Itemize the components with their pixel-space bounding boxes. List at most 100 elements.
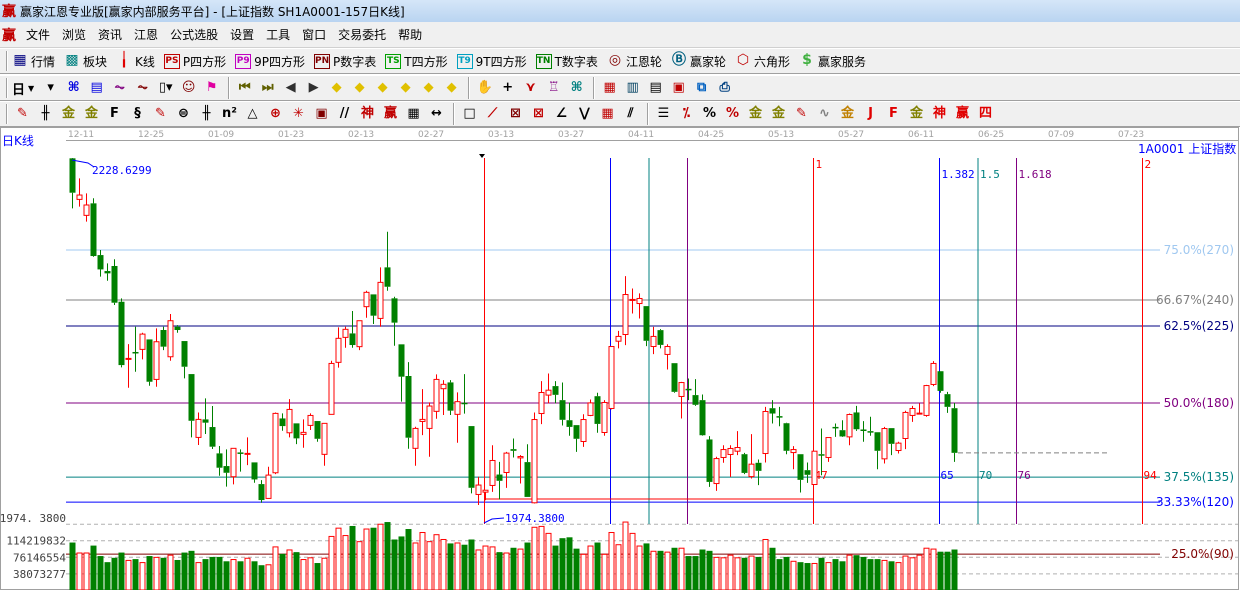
spiral-icon[interactable]: § xyxy=(134,106,141,121)
prev-icon[interactable]: ◀ xyxy=(285,80,296,95)
toolbar-button[interactable]: ▩ 板块 xyxy=(64,53,107,70)
gold-red-icon[interactable]: 金 xyxy=(840,106,854,121)
move-right-icon[interactable]: ◆ xyxy=(354,80,365,95)
toolbar-grip[interactable] xyxy=(6,104,8,124)
four-fan-icon[interactable]: 四 xyxy=(978,106,992,121)
ying-icon[interactable]: 赢 xyxy=(383,106,397,121)
toolbar-button[interactable]: ╽ K线 xyxy=(116,53,155,70)
angle-icon[interactable]: ∠ xyxy=(555,106,568,121)
grid-lines-icon[interactable]: ╫ xyxy=(41,106,50,121)
ying-fan-icon[interactable]: 赢 xyxy=(955,106,969,121)
percent-icon[interactable]: % xyxy=(702,106,717,121)
flag-icon[interactable]: ⚑ xyxy=(205,80,218,95)
candle-select-icon[interactable]: ▯▾ xyxy=(158,80,173,95)
toolbar-grip[interactable] xyxy=(6,78,8,98)
toolbar-button[interactable]: Ⓑ 赢家轮 xyxy=(671,53,726,70)
pen-icon[interactable]: ✎ xyxy=(17,106,28,121)
chart-3-icon[interactable]: ⏦ xyxy=(114,80,125,95)
menu-logo-icon[interactable]: 赢 xyxy=(2,27,16,44)
sine-icon[interactable]: ∿ xyxy=(819,106,830,121)
menu-item[interactable]: 交易委托 xyxy=(338,28,387,42)
toolbar-button[interactable]: PN P数字表 xyxy=(314,53,376,70)
menu-item[interactable]: 资讯 xyxy=(98,28,123,42)
expand-h-icon[interactable]: ◆ xyxy=(377,80,388,95)
menu-item[interactable]: 文件 xyxy=(26,28,51,42)
menu-item[interactable]: 工具 xyxy=(266,28,291,42)
fib-icon[interactable]: F xyxy=(110,106,119,121)
table-lines-icon[interactable]: ☰ xyxy=(657,106,670,121)
move-left-icon[interactable]: ◆ xyxy=(331,80,342,95)
width-icon[interactable]: ↔ xyxy=(431,106,442,121)
menu-item[interactable]: 公式选股 xyxy=(170,28,219,42)
face-icon[interactable]: ☺ xyxy=(181,80,196,95)
gold-lines-icon[interactable]: 金 xyxy=(771,106,785,121)
toolbar-button[interactable]: TS T四方形 xyxy=(385,53,448,70)
menu-item[interactable]: 设置 xyxy=(230,28,255,42)
first-icon[interactable]: ⏮ xyxy=(238,80,251,95)
shrink-icon[interactable]: ◆ xyxy=(400,80,411,95)
calendar-icon[interactable]: ▦ xyxy=(603,80,616,95)
toolbar-button[interactable]: PS P四方形 xyxy=(163,53,226,70)
n2-icon[interactable]: n² xyxy=(222,106,237,121)
gann-square-icon[interactable]: ⊠ xyxy=(533,106,544,121)
gold-fan-icon[interactable]: 金 xyxy=(909,106,923,121)
percent-line-icon[interactable]: ⁒ xyxy=(682,106,691,121)
toolbar-button[interactable]: P9 9P四方形 xyxy=(235,53,305,70)
square-target-icon[interactable]: ▣ xyxy=(315,106,328,121)
gann-box-icon[interactable]: ⊠ xyxy=(510,106,521,121)
gold-ratio-2-icon[interactable]: 金 xyxy=(84,106,98,121)
pattern-icon[interactable]: ⌘ xyxy=(570,80,583,95)
document-icon[interactable]: ▤ xyxy=(649,80,662,95)
calculator-icon[interactable]: ▥ xyxy=(626,80,639,95)
gold-circle-icon[interactable]: 金 xyxy=(748,106,762,121)
radar-icon[interactable]: ✳ xyxy=(293,106,304,121)
parallel-icon[interactable]: ⫽ xyxy=(627,106,634,121)
shen-fan-icon[interactable]: 神 xyxy=(932,106,946,121)
box-icon[interactable]: □ xyxy=(463,106,476,121)
expand-v-icon[interactable]: ◆ xyxy=(446,80,457,95)
cycle-lines-icon[interactable]: ╫ xyxy=(202,106,211,121)
chart-9-icon[interactable]: ⏦ xyxy=(137,80,148,95)
triangle-icon[interactable]: △ xyxy=(247,106,258,121)
kline-chart[interactable]: 12-11 12-25 01-09 01-23 02-13 02-27 03-13 03-27… xyxy=(0,127,1240,590)
wave-icon[interactable]: ⋁ xyxy=(579,106,590,121)
next-icon[interactable]: ▶ xyxy=(308,80,319,95)
target-icon[interactable]: ⊕ xyxy=(270,106,281,121)
last-icon[interactable]: ⏭ xyxy=(261,80,274,95)
shen-icon[interactable]: 神 xyxy=(360,106,374,121)
red-grid-icon[interactable]: ▦ xyxy=(601,106,614,121)
f-fan-icon[interactable]: F xyxy=(889,106,898,121)
network-icon[interactable]: ⌘ xyxy=(67,80,80,95)
tool-icon[interactable]: ♖ xyxy=(547,80,560,95)
menu-item[interactable]: 江恩 xyxy=(134,28,159,42)
toolbar-grip[interactable] xyxy=(6,51,8,71)
zigzag-icon[interactable]: ⋎ xyxy=(525,80,536,95)
toolbar-button[interactable]: ⬡ 六角形 xyxy=(735,53,790,70)
circle-icon[interactable]: ⊜ xyxy=(178,106,189,121)
toolbar-button[interactable]: ◎ 江恩轮 xyxy=(607,53,662,70)
toolbar-button[interactable]: ▦ 行情 xyxy=(12,53,55,70)
menu-item[interactable]: 帮助 xyxy=(398,28,423,42)
network-share-icon[interactable]: ⧉ xyxy=(697,80,707,95)
draw-mode-icon[interactable]: ▾ xyxy=(47,80,54,95)
toolbar-button[interactable]: $ 赢家服务 xyxy=(799,53,866,70)
notes-icon[interactable]: ▤ xyxy=(90,80,103,95)
zoom-in-icon[interactable]: ◆ xyxy=(423,80,434,95)
gold-ratio-icon[interactable]: 金 xyxy=(61,106,75,121)
period-dropdown[interactable]: 日 ▼ xyxy=(12,79,34,98)
tool-pen-icon[interactable]: ✎ xyxy=(796,106,807,121)
j-fan-icon[interactable]: J xyxy=(868,106,873,121)
hand-icon[interactable]: ✋ xyxy=(476,80,493,95)
menu-item[interactable]: 窗口 xyxy=(302,28,327,42)
ruler-icon[interactable]: ▦ xyxy=(407,106,420,121)
percent-levels-icon[interactable]: % xyxy=(725,106,740,121)
toolbar-button[interactable]: T9 9T四方形 xyxy=(456,53,527,70)
slant-lines-icon[interactable]: // xyxy=(339,106,350,121)
print-icon[interactable]: ⎙ xyxy=(719,80,730,95)
save-icon[interactable]: ▣ xyxy=(672,80,685,95)
toolbar-button[interactable]: TN T数字表 xyxy=(535,53,598,70)
crosshair-icon[interactable]: + xyxy=(502,80,514,95)
fan-icon[interactable]: ⟋ xyxy=(487,106,498,121)
menu-item[interactable]: 浏览 xyxy=(62,28,87,42)
pen-red-icon[interactable]: ✎ xyxy=(155,106,166,121)
